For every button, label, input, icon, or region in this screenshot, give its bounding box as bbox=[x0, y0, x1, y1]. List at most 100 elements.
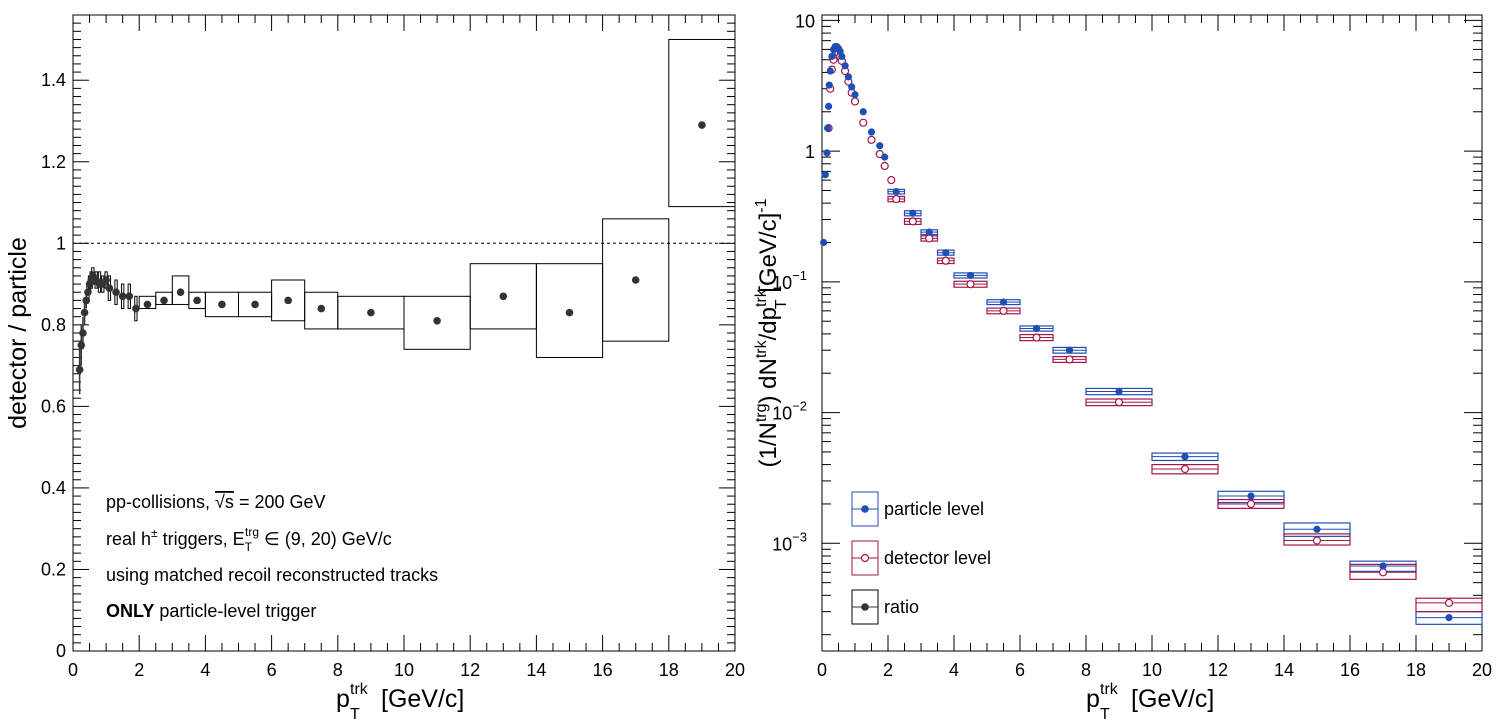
ratio-point bbox=[102, 276, 110, 284]
particle-level-point bbox=[867, 128, 876, 136]
x-tick-label: 20 bbox=[1472, 660, 1492, 680]
right-ylabel: (1/Ntrg) dNtrk/dptrk T [GeV/c]-1 bbox=[753, 198, 790, 467]
right-xlabel-sup: trk bbox=[1100, 681, 1119, 698]
particle-level-point bbox=[825, 102, 833, 110]
x-tick-label: 2 bbox=[134, 660, 144, 680]
left-tick-labels: 0 2 4 6 8 10 12 14 16 18 20 0 0.2 0.4 0.6 0.8 1 1.2 1.4 bbox=[41, 70, 745, 680]
ratio-point bbox=[80, 308, 89, 317]
ratio-point bbox=[75, 365, 84, 374]
x-tick-label: 18 bbox=[1406, 660, 1426, 680]
particle-level-point bbox=[820, 238, 828, 247]
legend-label: detector level bbox=[884, 548, 991, 568]
particle-level-point bbox=[1313, 525, 1321, 533]
x-tick-label: 20 bbox=[725, 660, 745, 680]
detector-level-point bbox=[1114, 398, 1124, 407]
spectrum-panel: 0 2 4 6 8 10 12 14 16 18 20 10 1 10−1 10−2 10−3 (1/Ntrg… bbox=[753, 11, 1492, 723]
y-tick-label: 1 bbox=[805, 142, 815, 162]
particle-level-point bbox=[881, 153, 889, 161]
x-tick-label: 10 bbox=[1142, 660, 1162, 680]
particle-level-point bbox=[823, 149, 831, 157]
particle-level-point bbox=[892, 188, 900, 196]
x-tick-label: 2 bbox=[883, 660, 893, 680]
particle-level-point bbox=[826, 67, 834, 75]
x-tick-label: 10 bbox=[394, 660, 414, 680]
particle-level-point bbox=[1379, 562, 1387, 570]
annotation-collisions: pp-collisions, √s = 200 GeV bbox=[106, 492, 326, 512]
detector-systematic-box bbox=[1415, 597, 1483, 613]
x-tick-label: 18 bbox=[659, 660, 679, 680]
annotation-block: pp-collisions, √s = 200 GeV real h± trig… bbox=[106, 492, 438, 621]
ratio-point bbox=[631, 276, 640, 284]
annotation-trigger-level: ONLY particle-level trigger bbox=[106, 601, 316, 621]
detector-level-point bbox=[1444, 598, 1454, 607]
detector-level-point bbox=[1378, 568, 1388, 577]
ratio-point bbox=[105, 284, 114, 292]
particle-level-point bbox=[1181, 453, 1189, 461]
legend-label: ratio bbox=[884, 597, 919, 617]
detector-level-point bbox=[908, 217, 917, 226]
detector-level-point bbox=[880, 161, 889, 171]
left-data-points bbox=[75, 121, 706, 395]
y-tick-label: 0 bbox=[56, 641, 66, 661]
particle-level-point bbox=[966, 271, 975, 280]
y-tick-label: 0.4 bbox=[41, 478, 66, 498]
detector-level-point bbox=[1246, 499, 1256, 509]
particle-level-point bbox=[859, 108, 867, 116]
x-tick-label: 16 bbox=[593, 660, 613, 680]
detector-systematic-box bbox=[1283, 533, 1351, 546]
y-tick-label: 0.6 bbox=[41, 396, 66, 416]
x-tick-label: 8 bbox=[333, 660, 343, 680]
particle-level-point bbox=[1247, 492, 1255, 500]
y-tick-label: 10−3 bbox=[772, 529, 807, 554]
x-tick-label: 4 bbox=[200, 660, 210, 680]
ratio-point bbox=[77, 341, 86, 350]
right-data-points bbox=[820, 43, 1454, 622]
annotation-tracks: using matched recoil reconstructed track… bbox=[106, 565, 438, 585]
particle-level-point bbox=[1065, 346, 1074, 354]
ratio-point bbox=[112, 288, 120, 297]
left-xlabel-sup: trk bbox=[350, 681, 369, 698]
x-tick-label: 6 bbox=[1015, 660, 1025, 680]
x-tick-label: 12 bbox=[1208, 660, 1228, 680]
detector-level-point bbox=[1180, 464, 1190, 474]
detector-level-point bbox=[999, 306, 1008, 315]
particle-level-point bbox=[844, 73, 853, 81]
y-tick-label: 10 bbox=[795, 11, 815, 31]
particle-level-point bbox=[1115, 387, 1123, 396]
x-tick-label: 6 bbox=[267, 660, 277, 680]
particle-level-point bbox=[828, 52, 836, 61]
x-tick-label: 0 bbox=[68, 660, 78, 680]
particle-level-point bbox=[925, 228, 933, 236]
x-tick-label: 16 bbox=[1340, 660, 1360, 680]
detector-level-point bbox=[1065, 355, 1074, 364]
particle-level-point bbox=[821, 171, 829, 179]
left-axis-ticks bbox=[72, 14, 736, 652]
x-tick-label: 14 bbox=[526, 660, 546, 680]
y-tick-label: 10−1 bbox=[772, 268, 807, 293]
x-tick-label: 4 bbox=[949, 660, 959, 680]
detector-level-point bbox=[941, 256, 950, 265]
systematic-box bbox=[602, 218, 670, 342]
detector-level-point bbox=[892, 194, 901, 204]
ratio-point bbox=[132, 304, 140, 313]
legend-label: particle level bbox=[884, 499, 984, 519]
right-xlabel-units: [GeV/c] bbox=[1131, 685, 1214, 713]
ratio-point bbox=[317, 304, 326, 313]
y-tick-label: 10−2 bbox=[772, 399, 807, 424]
particle-level-point bbox=[1445, 614, 1453, 622]
annotation-triggers: real h± triggers, ETtrg ∈ (9, 20) GeV/c bbox=[106, 525, 392, 554]
detector-level-point bbox=[1312, 536, 1322, 545]
ratio-point bbox=[82, 296, 91, 305]
y-tick-label: 1.2 bbox=[41, 152, 66, 172]
left-xlabel-units: [GeV/c] bbox=[381, 685, 464, 713]
legend-marker bbox=[861, 603, 869, 611]
y-tick-label: 0.8 bbox=[41, 315, 66, 335]
detector-level-point bbox=[859, 118, 868, 127]
particle-level-point bbox=[838, 52, 846, 61]
detector-level-point bbox=[867, 135, 876, 144]
x-tick-label: 14 bbox=[1274, 660, 1294, 680]
particle-level-point bbox=[851, 91, 859, 99]
ratio-point bbox=[367, 308, 375, 317]
detector-level-point bbox=[1032, 333, 1041, 342]
